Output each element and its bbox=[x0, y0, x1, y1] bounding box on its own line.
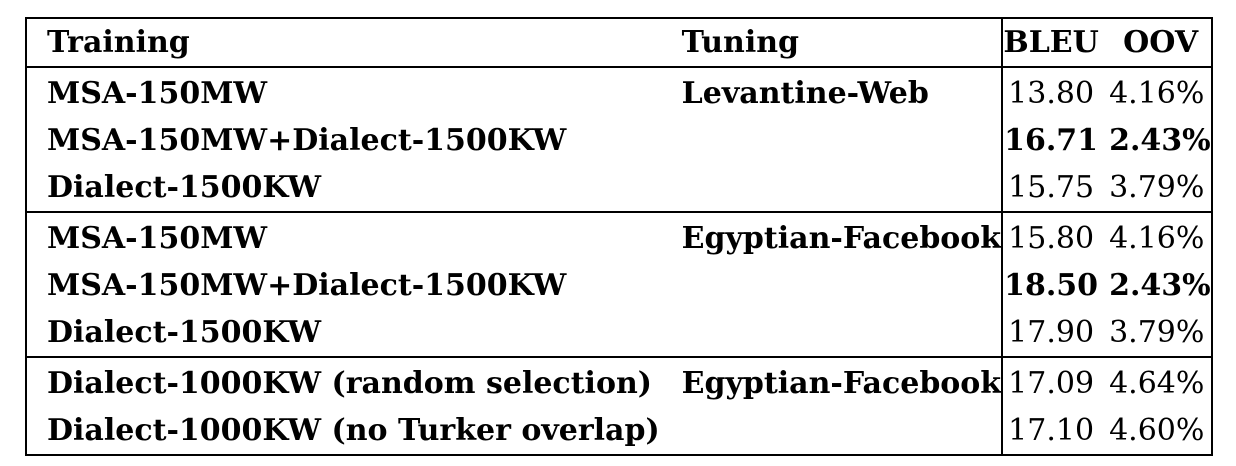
cell-oov: 4.16% bbox=[1109, 76, 1205, 111]
cell-training: Dialect-1500KW bbox=[47, 170, 322, 205]
cell-oov: 2.43% bbox=[1109, 268, 1211, 303]
cell-bleu: 18.50 bbox=[1001, 262, 1100, 309]
cell-tuning bbox=[660, 407, 1002, 455]
header-row: Training Tuning BLEU OOV bbox=[26, 18, 1212, 68]
header-training: Training bbox=[26, 18, 660, 68]
table-row: MSA-150MW+Dialect-1500KW 18.50 2.43% bbox=[26, 262, 1212, 309]
cell-training: Dialect-1000KW (random selection) bbox=[26, 356, 660, 407]
header-bleu: BLEU bbox=[1001, 18, 1100, 68]
table-row: MSA-150MW+Dialect-1500KW 16.71 2.43% bbox=[26, 117, 1212, 164]
cell-bleu: 13.80 bbox=[1001, 67, 1100, 117]
cell-tuning bbox=[660, 164, 1002, 212]
cell-oov: 4.64% bbox=[1099, 356, 1212, 407]
cell-bleu: 17.09 bbox=[1001, 356, 1100, 407]
cell-tuning: Egyptian-Facebook bbox=[659, 356, 1003, 407]
table-row: Dialect-1000KW (random selection) Egypti… bbox=[26, 356, 1212, 407]
cell-training: MSA-150MW bbox=[47, 76, 268, 111]
cell-bleu: 17.90 bbox=[1001, 309, 1100, 357]
header-oov: OOV bbox=[1099, 18, 1212, 68]
cell-oov: 4.60% bbox=[1109, 413, 1205, 448]
cell-training: MSA-150MW+Dialect-1500KW bbox=[47, 268, 567, 303]
cell-bleu: 15.80 bbox=[1001, 211, 1100, 262]
cell-training: MSA-150MW+Dialect-1500KW bbox=[47, 123, 567, 158]
cell-training: Dialect-1500KW bbox=[47, 315, 322, 350]
cell-tuning bbox=[660, 309, 1002, 357]
cell-training: Dialect-1000KW (no Turker overlap) bbox=[47, 413, 660, 448]
cell-bleu: 16.71 bbox=[1001, 117, 1100, 164]
cell-training: MSA-150MW bbox=[26, 211, 660, 262]
header-tuning: Tuning bbox=[659, 18, 1003, 68]
row-group-3: Dialect-1000KW (random selection) Egypti… bbox=[26, 356, 1212, 455]
table-row: Dialect-1000KW (no Turker overlap) 17.10… bbox=[26, 407, 1212, 455]
row-group-1: MSA-150MW Levantine-Web 13.80 4.16% MSA-… bbox=[26, 67, 1212, 212]
cell-oov: 4.16% bbox=[1099, 211, 1212, 262]
table-row: MSA-150MW Levantine-Web 13.80 4.16% bbox=[26, 67, 1212, 117]
table-header: Training Tuning BLEU OOV bbox=[26, 18, 1212, 68]
table-row: MSA-150MW Egyptian-Facebook 15.80 4.16% bbox=[26, 211, 1212, 262]
table-row: Dialect-1500KW 17.90 3.79% bbox=[26, 309, 1212, 357]
results-table: Training Tuning BLEU OOV MSA-150MW Levan… bbox=[25, 17, 1213, 456]
cell-tuning: Levantine-Web bbox=[681, 76, 929, 111]
cell-oov: 3.79% bbox=[1109, 315, 1205, 350]
cell-oov: 3.79% bbox=[1109, 170, 1205, 205]
cell-bleu: 17.10 bbox=[1001, 407, 1100, 455]
table-row: Dialect-1500KW 15.75 3.79% bbox=[26, 164, 1212, 212]
cell-bleu: 15.75 bbox=[1001, 164, 1100, 212]
cell-tuning: Egyptian-Facebook bbox=[659, 211, 1003, 262]
row-group-2: MSA-150MW Egyptian-Facebook 15.80 4.16% … bbox=[26, 211, 1212, 357]
cell-tuning bbox=[660, 117, 1002, 164]
cell-oov: 2.43% bbox=[1109, 123, 1211, 158]
cell-tuning bbox=[660, 262, 1002, 309]
